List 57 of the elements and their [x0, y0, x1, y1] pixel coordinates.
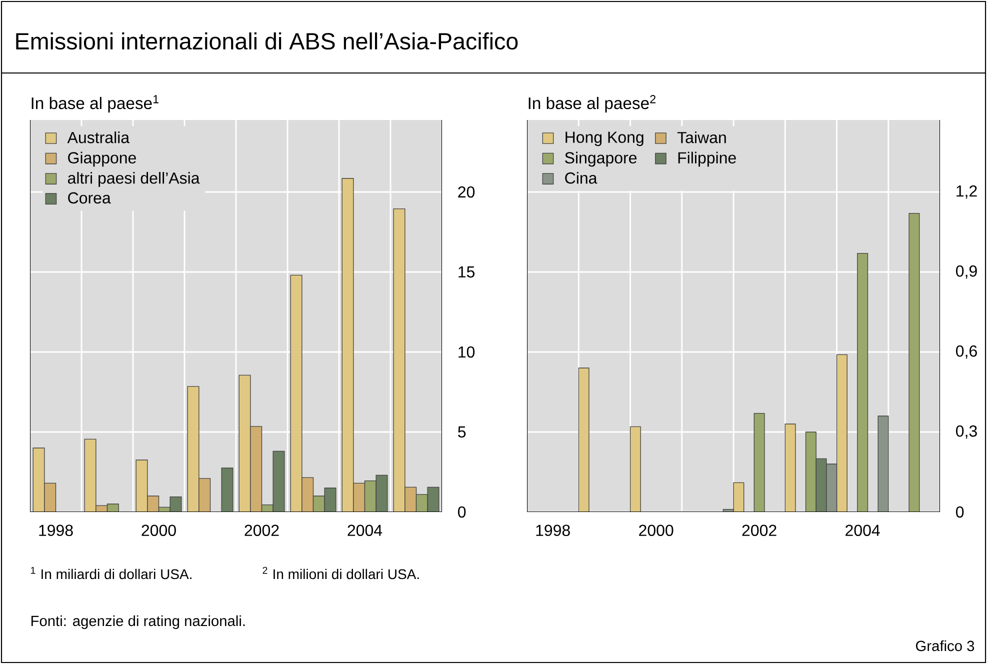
bar — [908, 212, 920, 512]
bar — [44, 482, 56, 512]
y-tick-label: 1,2 — [956, 185, 977, 199]
text: $^{2}$ In milioni di dollari USA. — [262, 566, 419, 580]
bar — [364, 480, 376, 512]
legend-label: Cina — [565, 172, 598, 184]
text: Grafico 3 — [916, 640, 974, 652]
legend-label: Australia — [67, 131, 130, 144]
bar — [312, 496, 325, 512]
x-tick-label: 2004 — [348, 524, 382, 536]
bar — [376, 474, 388, 512]
bar — [302, 477, 314, 512]
y-tick-label: 0 — [956, 506, 964, 518]
bar — [857, 252, 868, 512]
legend-label: Hong Kong — [566, 132, 644, 146]
bar — [272, 450, 285, 512]
y-tick-label: 10 — [458, 346, 475, 358]
chart-subtitle: In base al paese$^{1}$ — [32, 95, 158, 112]
text: Fonti: agenzie di rating nazionali. — [31, 615, 245, 630]
bar — [826, 464, 838, 512]
bar — [353, 482, 366, 512]
legend-label: Filippine — [678, 152, 736, 167]
y-tick-label: 15 — [458, 266, 474, 278]
x-tick-label: 2002 — [742, 524, 776, 536]
bar — [754, 412, 765, 512]
y-tick-label: 0,9 — [956, 265, 977, 279]
legend-label: Giappone — [68, 152, 136, 167]
y-tick-label: 20 — [458, 186, 475, 198]
chart-title: Emissioni internazionali di ABS nell’Asia-Pacifico — [16, 32, 518, 50]
bar — [416, 494, 428, 512]
x-tick-label: 2000 — [142, 524, 176, 536]
bar — [427, 486, 440, 512]
bar — [836, 354, 848, 512]
x-tick-label: 2002 — [244, 524, 279, 536]
bar — [221, 468, 234, 512]
legend-label: Corea — [68, 192, 111, 204]
y-tick-label: 0,3 — [956, 425, 977, 439]
bar — [630, 426, 641, 512]
x-tick-label: 2004 — [846, 524, 880, 536]
legend-label: Singapore — [565, 152, 637, 167]
bar — [578, 368, 590, 512]
bar — [784, 424, 796, 512]
y-tick-label: 0 — [458, 506, 466, 518]
x-tick-label: 1998 — [39, 524, 73, 536]
legend-label: altri paesi dell’Asia — [68, 172, 200, 187]
text: $^{1}$ In miliardi di dollari USA. — [31, 566, 192, 580]
y-tick-label: 5 — [458, 426, 466, 438]
bar — [805, 432, 816, 512]
bar — [878, 416, 889, 512]
legend-label: Taiwan — [677, 131, 726, 144]
bar — [404, 486, 417, 512]
chart-subtitle: In base al paese$^{2}$ — [528, 95, 656, 112]
bar — [198, 478, 211, 512]
x-tick-label: 1998 — [536, 524, 570, 536]
bar — [250, 426, 262, 512]
y-tick-label: 0,6 — [956, 345, 977, 359]
x-tick-label: 2000 — [639, 524, 674, 536]
